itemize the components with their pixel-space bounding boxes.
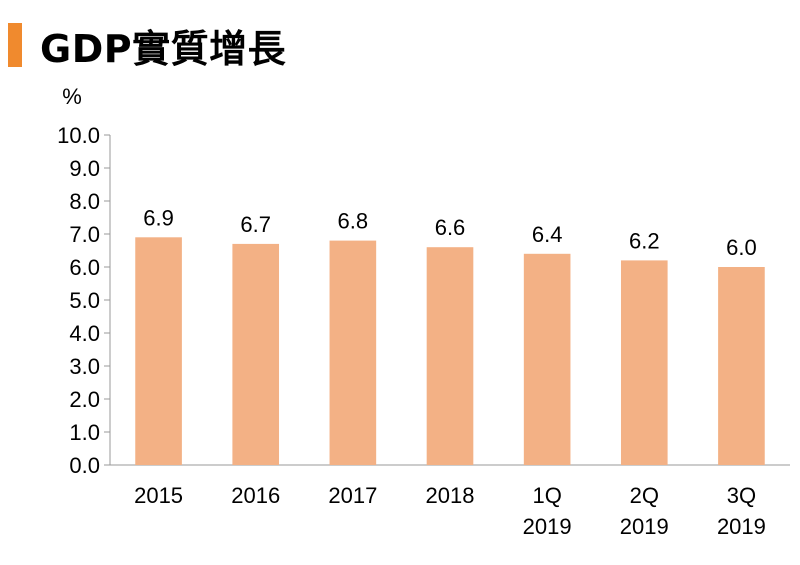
y-tick-label: 7.0	[69, 222, 100, 247]
y-tick-label: 1.0	[69, 420, 100, 445]
x-tick-label: 2019	[717, 514, 766, 539]
bar	[329, 240, 377, 465]
y-tick-label: 4.0	[69, 321, 100, 346]
x-tick-label: 2019	[620, 514, 669, 539]
bar	[426, 247, 474, 465]
data-label: 6.6	[435, 215, 466, 240]
x-tick-label: 2016	[231, 483, 280, 508]
bar	[523, 253, 571, 465]
y-tick-label: 10.0	[57, 123, 100, 148]
data-label: 6.9	[143, 205, 174, 230]
chart-title: GDP實質增長	[40, 26, 287, 71]
data-label: 6.0	[726, 235, 757, 260]
x-tick-label: 2015	[134, 483, 183, 508]
data-label: 6.2	[629, 228, 660, 253]
x-tick-label: 2018	[426, 483, 475, 508]
x-tick-label: 2019	[523, 514, 572, 539]
y-unit-label: %	[62, 84, 82, 109]
bar	[135, 237, 182, 465]
x-tick-label: 2Q	[630, 483, 659, 508]
y-tick-label: 9.0	[69, 156, 100, 181]
data-label: 6.7	[240, 212, 271, 237]
data-label: 6.4	[532, 222, 563, 247]
y-tick-label: 5.0	[69, 288, 100, 313]
x-tick-label: 1Q	[532, 483, 561, 508]
chart-title-block: GDP實質增長	[8, 22, 286, 71]
bar	[232, 243, 280, 465]
data-label: 6.8	[338, 209, 369, 234]
bar	[718, 267, 765, 465]
x-tick-label: 2017	[328, 483, 377, 508]
title-accent-bar	[8, 23, 22, 67]
y-tick-label: 2.0	[69, 387, 100, 412]
y-tick-label: 3.0	[69, 354, 100, 379]
y-tick-label: 8.0	[69, 189, 100, 214]
y-tick-label: 6.0	[69, 255, 100, 280]
x-tick-label: 3Q	[727, 483, 756, 508]
bar	[620, 260, 668, 465]
y-tick-label: 0.0	[69, 453, 100, 478]
